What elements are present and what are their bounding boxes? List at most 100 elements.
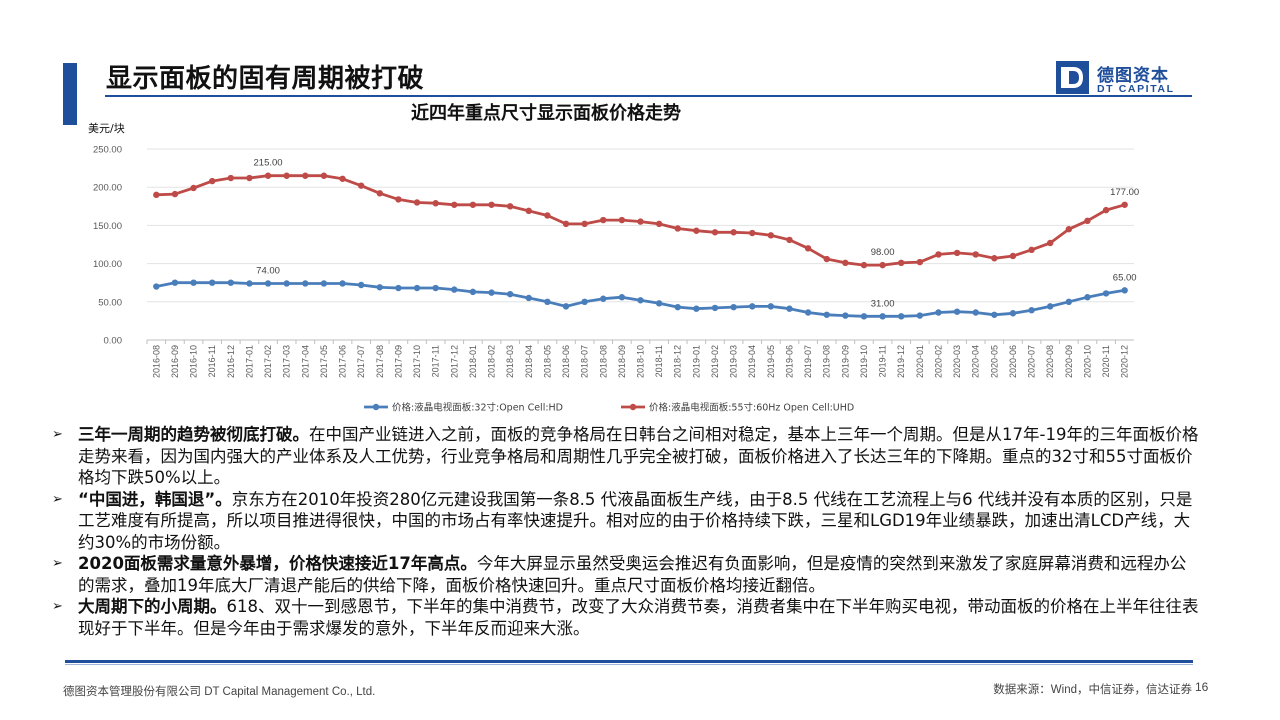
data-point [767, 232, 775, 239]
data-label: 215.00 [254, 158, 283, 169]
data-point [935, 251, 942, 258]
data-point [674, 225, 681, 232]
data-point [618, 216, 626, 224]
data-point [1028, 307, 1035, 314]
data-point [339, 280, 346, 287]
x-tick-label: 2018-04 [524, 345, 534, 378]
x-tick-label: 2018-11 [654, 345, 664, 377]
data-point [395, 284, 402, 292]
data-point [1102, 206, 1110, 214]
data-point [171, 190, 179, 198]
x-tick-label: 2017-10 [412, 345, 422, 378]
x-tick-label: 2018-05 [542, 345, 552, 378]
x-tick-label: 2018-10 [636, 345, 646, 378]
data-point [935, 309, 942, 316]
x-tick-label: 2018-02 [487, 345, 497, 378]
data-point [264, 280, 272, 287]
data-point [730, 303, 737, 311]
data-point [413, 199, 421, 206]
data-label: 74.00 [256, 265, 280, 276]
data-point [283, 172, 290, 179]
x-tick-label: 2020-05 [989, 345, 999, 378]
data-point [1046, 239, 1054, 247]
x-tick-label: 2020-12 [1120, 345, 1130, 378]
x-tick-label: 2016-12 [226, 345, 236, 378]
data-point [544, 298, 551, 305]
data-point [618, 294, 626, 301]
data-point [916, 258, 924, 266]
bullet-marker-icon: ➢ [52, 427, 63, 442]
x-tick-label: 2019-11 [878, 345, 888, 377]
data-label: 177.00 [1110, 187, 1139, 198]
data-point [637, 218, 644, 225]
title-accent-bar [63, 63, 77, 125]
x-tick-label: 2019-10 [859, 345, 869, 378]
x-tick-label: 2017-07 [356, 345, 366, 378]
data-point [655, 300, 663, 307]
x-tick-label: 2020-04 [971, 345, 981, 378]
data-point [469, 288, 477, 296]
data-point [339, 175, 346, 182]
bullet-item: ➢ 大周期下的小周期。618、双十一到感恩节，下半年的集中消费节，改变了大众消费节… [52, 596, 1202, 639]
bullet-text: 618、双十一到感恩节，下半年的集中消费节，改变了大众消费节奏，消费者集中在下半… [78, 597, 1199, 638]
data-point [413, 284, 421, 292]
data-point [395, 196, 402, 203]
data-point [842, 312, 849, 319]
x-tick-label: 2018-07 [580, 345, 590, 378]
data-point [1065, 298, 1073, 305]
data-label: 65.00 [1113, 272, 1137, 283]
page-number: 16 [1195, 680, 1209, 694]
logo-mark-icon [1056, 61, 1089, 94]
data-point [823, 255, 830, 263]
data-point [1065, 226, 1073, 233]
data-point [1121, 287, 1128, 294]
footer-company: 德图资本管理股份有限公司 DT Capital Management Co., … [63, 686, 376, 698]
x-tick-label: 2017-08 [375, 345, 385, 378]
data-point [823, 311, 830, 318]
x-tick-label: 2019-05 [766, 345, 776, 378]
data-point [246, 174, 253, 182]
data-point [544, 212, 551, 219]
data-point [879, 261, 886, 269]
data-point [562, 220, 570, 228]
data-point [1009, 252, 1017, 260]
bullet-heading: 大周期下的小周期。 [78, 597, 227, 616]
data-point [972, 309, 979, 316]
legend-label: 价格:液晶电视面板:55寸:60Hz Open Cell:UHD [649, 402, 854, 414]
data-point [506, 203, 514, 210]
data-point [711, 229, 719, 236]
x-tick-label: 2019-07 [803, 345, 813, 378]
bullet-marker-icon: ➢ [52, 491, 63, 507]
data-point [953, 249, 961, 257]
data-point [730, 229, 737, 236]
x-tick-label: 2016-09 [170, 345, 180, 378]
x-tick-label: 2019-12 [896, 345, 906, 378]
bullet-marker-icon: ➢ [52, 556, 63, 571]
data-point [1084, 294, 1091, 301]
data-point [600, 295, 607, 302]
x-tick-label: 2017-04 [300, 345, 310, 378]
data-point [451, 201, 458, 208]
data-point [246, 280, 253, 287]
logo-text-cn: 德图资本 [1097, 66, 1169, 86]
x-tick-label: 2018-06 [561, 345, 571, 378]
x-tick-label: 2020-08 [1045, 345, 1055, 378]
data-point [991, 311, 998, 318]
x-tick-label: 2017-01 [244, 345, 254, 378]
data-point [1121, 201, 1128, 208]
data-point [972, 251, 979, 258]
data-point [208, 177, 216, 185]
bullet-text: 京东方在2010年投资280亿元建设我国第一条8.5 代液晶面板生产线，由于8.… [78, 489, 1193, 552]
x-tick-label: 2018-03 [505, 345, 515, 378]
data-point [357, 281, 365, 289]
data-point [991, 255, 998, 262]
data-point [916, 312, 924, 319]
data-point [842, 259, 849, 267]
x-tick-label: 2020-07 [1027, 345, 1037, 378]
x-tick-label: 2017-03 [282, 345, 292, 378]
data-point [302, 280, 309, 287]
data-point [190, 279, 197, 286]
x-tick-label: 2019-09 [840, 345, 850, 378]
chart-title: 近四年重点尺寸显示面板价格走势 [411, 102, 681, 124]
